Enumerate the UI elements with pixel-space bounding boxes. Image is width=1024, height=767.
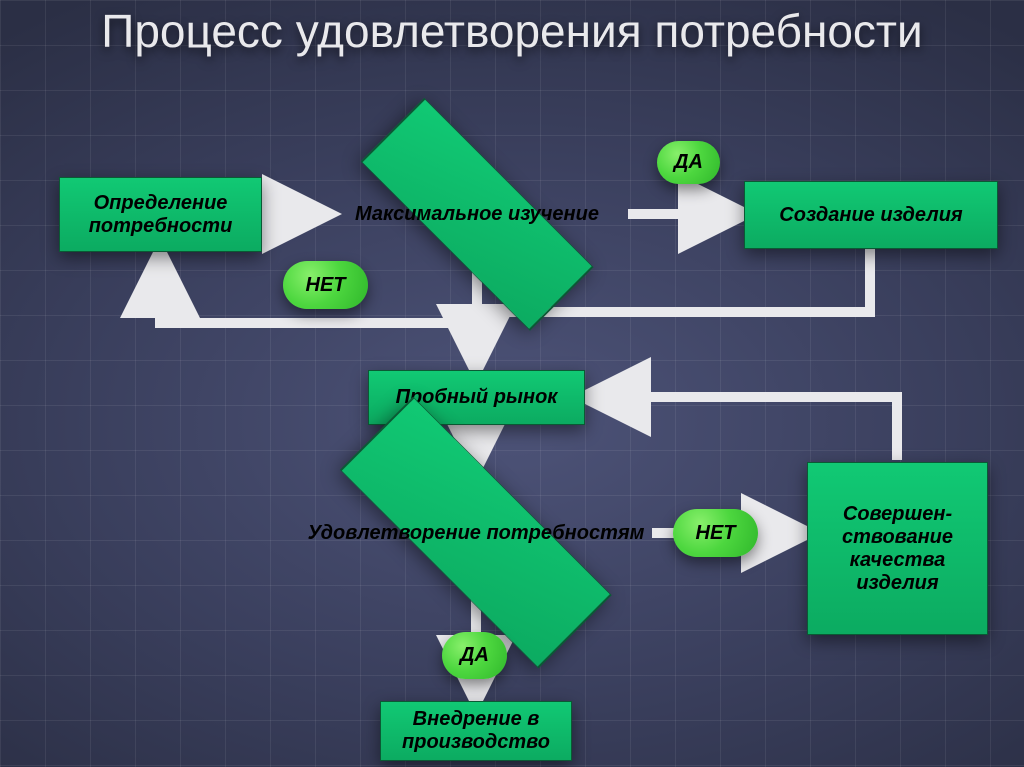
slide-title: Процесс удовлетворения потребности [0, 6, 1024, 57]
label-yes-1: ДА [657, 141, 720, 184]
label-no-1: НЕТ [283, 261, 368, 309]
node-max-study: Максимальное изучение [328, 158, 626, 270]
diamond-label: Удовлетворение потребностям [300, 468, 652, 598]
node-define-need: Определение потребности [59, 177, 262, 252]
node-create-product: Создание изделия [744, 181, 998, 249]
node-satisfies-needs: Удовлетворение потребностям [300, 468, 652, 598]
slide-stage: Процесс удовлетворения потребности Опред… [0, 0, 1024, 767]
node-improve-quality: Совершен- ствование качества изделия [807, 462, 988, 635]
edge-e7 [587, 397, 897, 460]
label-yes-2: ДА [442, 632, 507, 679]
diamond-label: Максимальное изучение [328, 158, 626, 270]
label-no-2: НЕТ [673, 509, 758, 557]
node-to-production: Внедрение в производство [380, 701, 572, 761]
